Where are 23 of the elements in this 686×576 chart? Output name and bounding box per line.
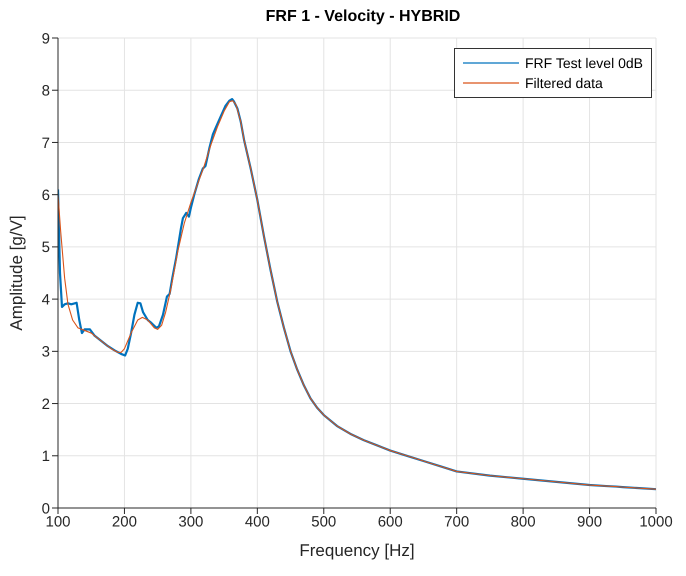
legend-label: Filtered data [524,74,603,93]
x-tick-label: 700 [444,514,470,531]
y-tick-label: 9 [42,30,50,48]
x-tick-label: 1000 [639,514,673,531]
x-tick-label: 600 [378,514,403,531]
legend-label: FRF Test level 0dB [524,54,643,73]
y-tick-label: 1 [42,448,50,466]
y-tick-label: 2 [42,396,50,413]
y-tick-label: 3 [42,344,50,361]
x-tick-label: 500 [311,514,336,531]
x-tick-label: 200 [112,514,137,531]
y-tick-label: 6 [42,186,50,204]
y-tick-label: 8 [42,82,50,100]
x-tick-label: 400 [244,514,270,531]
x-tick-label: 800 [510,514,536,531]
y-tick-label: 4 [42,291,50,308]
chart-title: FRF 1 - Velocity - HYBRID [264,8,462,27]
x-tick-label: 900 [577,514,602,531]
x-axis-title: Frequency [Hz] [299,541,415,560]
y-axis-title: Amplitude [g/V] [7,215,26,331]
y-tick-label: 7 [42,134,50,152]
x-tick-label: 300 [178,514,204,531]
y-tick-label: 5 [42,239,50,256]
